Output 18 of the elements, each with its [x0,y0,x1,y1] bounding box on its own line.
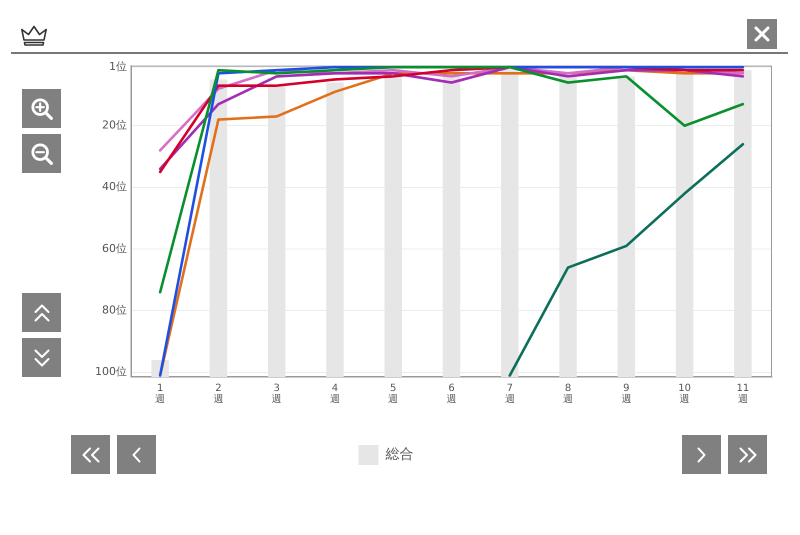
x-tick-label: 3 週 [272,383,282,406]
y-tick-label: 100位 [95,365,127,378]
x-tick-label: 11 週 [736,383,750,406]
legend-label: 総合 [384,446,414,463]
x-tick-label: 5 週 [388,383,398,406]
x-tick-label: 9 週 [621,383,632,406]
y-tick-label: 40位 [102,180,127,194]
y-tick-label: 1位 [109,60,127,73]
y-tick-label: 80位 [102,304,127,317]
y-tick-label: 60位 [102,242,127,255]
x-tick-label: 4 週 [330,383,340,406]
x-tick-label: 6 週 [446,383,456,406]
x-tick-label: 10 週 [678,383,691,406]
x-tick-label: 1 週 [155,383,166,406]
y-tick-label: 20位 [102,118,127,132]
x-tick-label: 8 週 [563,383,574,406]
x-tick-label: 7 週 [504,383,515,406]
x-tick-label: 2 週 [213,383,224,406]
